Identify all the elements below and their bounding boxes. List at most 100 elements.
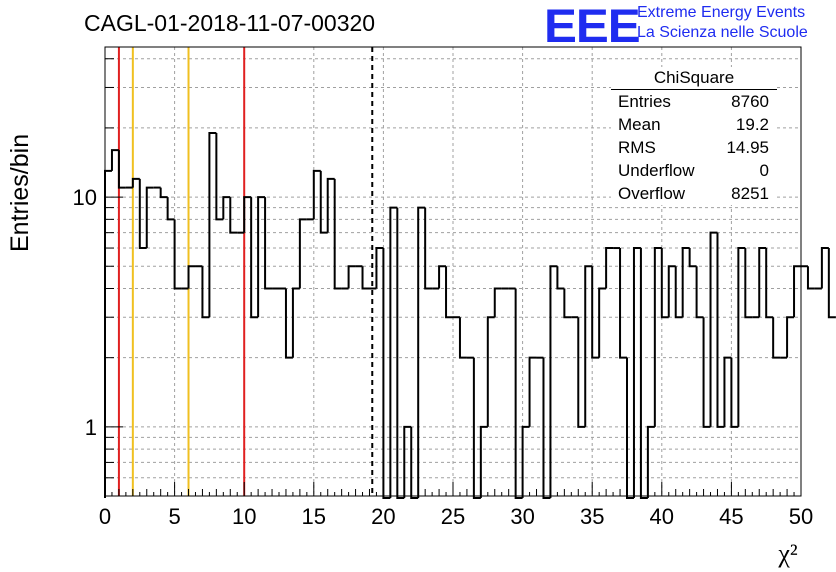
histogram-bin [264, 197, 273, 290]
histogram-bin [382, 248, 391, 499]
histogram-bin [424, 207, 433, 290]
eee-logo: EEE [544, 0, 641, 52]
histogram-bin [681, 247, 690, 318]
stats-value: 8251 [731, 184, 769, 203]
histogram-bin [333, 178, 342, 290]
histogram-bin [257, 196, 266, 318]
histogram-bin [445, 266, 453, 319]
chart-title: CAGL-01-2018-11-07-00320 [84, 10, 376, 36]
histogram-bin [250, 197, 259, 319]
x-tick-label: 40 [650, 504, 674, 529]
tick-label-layer: 0 5 10 15 20 25 30 35 40 45 50 1 10 [73, 185, 814, 529]
histogram-bin [632, 247, 641, 498]
histogram-bin [737, 247, 746, 427]
histogram-bin [660, 248, 669, 319]
histogram-bin [577, 317, 586, 428]
histogram-bin [514, 288, 523, 499]
stats-row-rms: RMS 14.95 [611, 136, 777, 159]
histogram-bin [166, 197, 175, 221]
histogram-bin [312, 169, 321, 220]
histogram-bin [222, 196, 231, 220]
histogram-bin [744, 248, 753, 319]
logo-line-2: La Scienza nelle Scuole [637, 24, 808, 41]
histogram-bin [243, 196, 252, 233]
histogram-bin [716, 232, 725, 428]
histogram-bin [646, 425, 655, 498]
histogram-bin [389, 206, 398, 498]
histogram-bin [709, 231, 718, 427]
histogram-bin [291, 287, 300, 358]
stats-label: Overflow [618, 184, 686, 203]
histogram-bin [208, 132, 217, 318]
stats-value: 0 [759, 161, 769, 180]
x-tick-label: 50 [789, 504, 813, 529]
x-tick-label: 5 [168, 504, 180, 529]
stats-title: ChiSquare [611, 67, 777, 90]
histogram-bin [786, 316, 795, 358]
histogram-bin [730, 357, 739, 428]
histogram-bin [695, 266, 704, 319]
histogram-bin [772, 317, 781, 359]
histogram-bin [187, 265, 196, 289]
stats-row-underflow: Underflow 0 [611, 159, 777, 182]
stats-box: ChiSquare Entries 8760 Mean 19.2 RMS 14.95 Und… [611, 67, 777, 205]
histogram-bin [793, 265, 801, 318]
histogram-bin [619, 248, 627, 359]
y-tick-label: 1 [85, 415, 97, 440]
histogram-bin [375, 247, 384, 289]
histogram-bin [556, 266, 565, 290]
histogram-bin [117, 150, 126, 189]
histogram-bin [653, 247, 662, 427]
histogram-bin [417, 206, 426, 498]
histogram-bin [639, 248, 648, 499]
histogram-bin [347, 265, 356, 289]
y-tick-label: 10 [73, 185, 97, 210]
histogram-bin [528, 356, 537, 427]
histogram-bin [486, 316, 495, 427]
histogram-bin [438, 265, 447, 289]
histogram-bin [410, 426, 419, 499]
histogram-bin [319, 170, 328, 234]
histogram-bin [458, 317, 467, 359]
histogram-bin [396, 207, 405, 499]
stats-value: 8760 [731, 92, 769, 111]
histogram-bin [521, 425, 530, 498]
histogram-bin [215, 133, 224, 221]
stats-label: Entries [618, 92, 671, 111]
stats-value: 14.95 [726, 138, 769, 157]
histogram-bin [542, 357, 551, 499]
histogram-bin [131, 177, 140, 188]
histogram-bin [827, 248, 836, 319]
histogram-bin [598, 287, 607, 358]
histogram-bin [479, 425, 488, 498]
histogram-bin [229, 197, 238, 234]
histogram-bin [688, 248, 697, 268]
histogram-bin [361, 266, 370, 290]
histogram-bin [605, 247, 614, 289]
histogram-bin [145, 186, 154, 249]
histogram-bin [820, 247, 829, 289]
histogram-bin [493, 287, 502, 318]
stats-value: 19.2 [735, 115, 769, 134]
histogram-layer [104, 132, 836, 499]
histogram-bin [723, 356, 732, 427]
histogram-bin [584, 265, 593, 427]
histogram-bin [326, 177, 335, 233]
stats-row-overflow: Overflow 8251 [611, 182, 777, 205]
histogram-bin [138, 178, 147, 250]
histogram-bin [201, 266, 210, 319]
x-tick-label: 45 [719, 504, 743, 529]
x-tick-label: 10 [232, 504, 256, 529]
logo-line-1: Extreme Energy Events [637, 4, 806, 21]
x-tick-label: 20 [371, 504, 395, 529]
histogram-bin [626, 357, 634, 499]
x-tick-label: 25 [441, 504, 465, 529]
x-tick-label: 0 [99, 504, 111, 529]
histogram-bin [806, 266, 815, 290]
x-axis-label: χ² [777, 539, 798, 568]
stats-label: Underflow [618, 161, 695, 180]
stats-label: RMS [618, 138, 656, 157]
histogram-bin [472, 357, 481, 499]
histogram-bin [159, 187, 168, 199]
